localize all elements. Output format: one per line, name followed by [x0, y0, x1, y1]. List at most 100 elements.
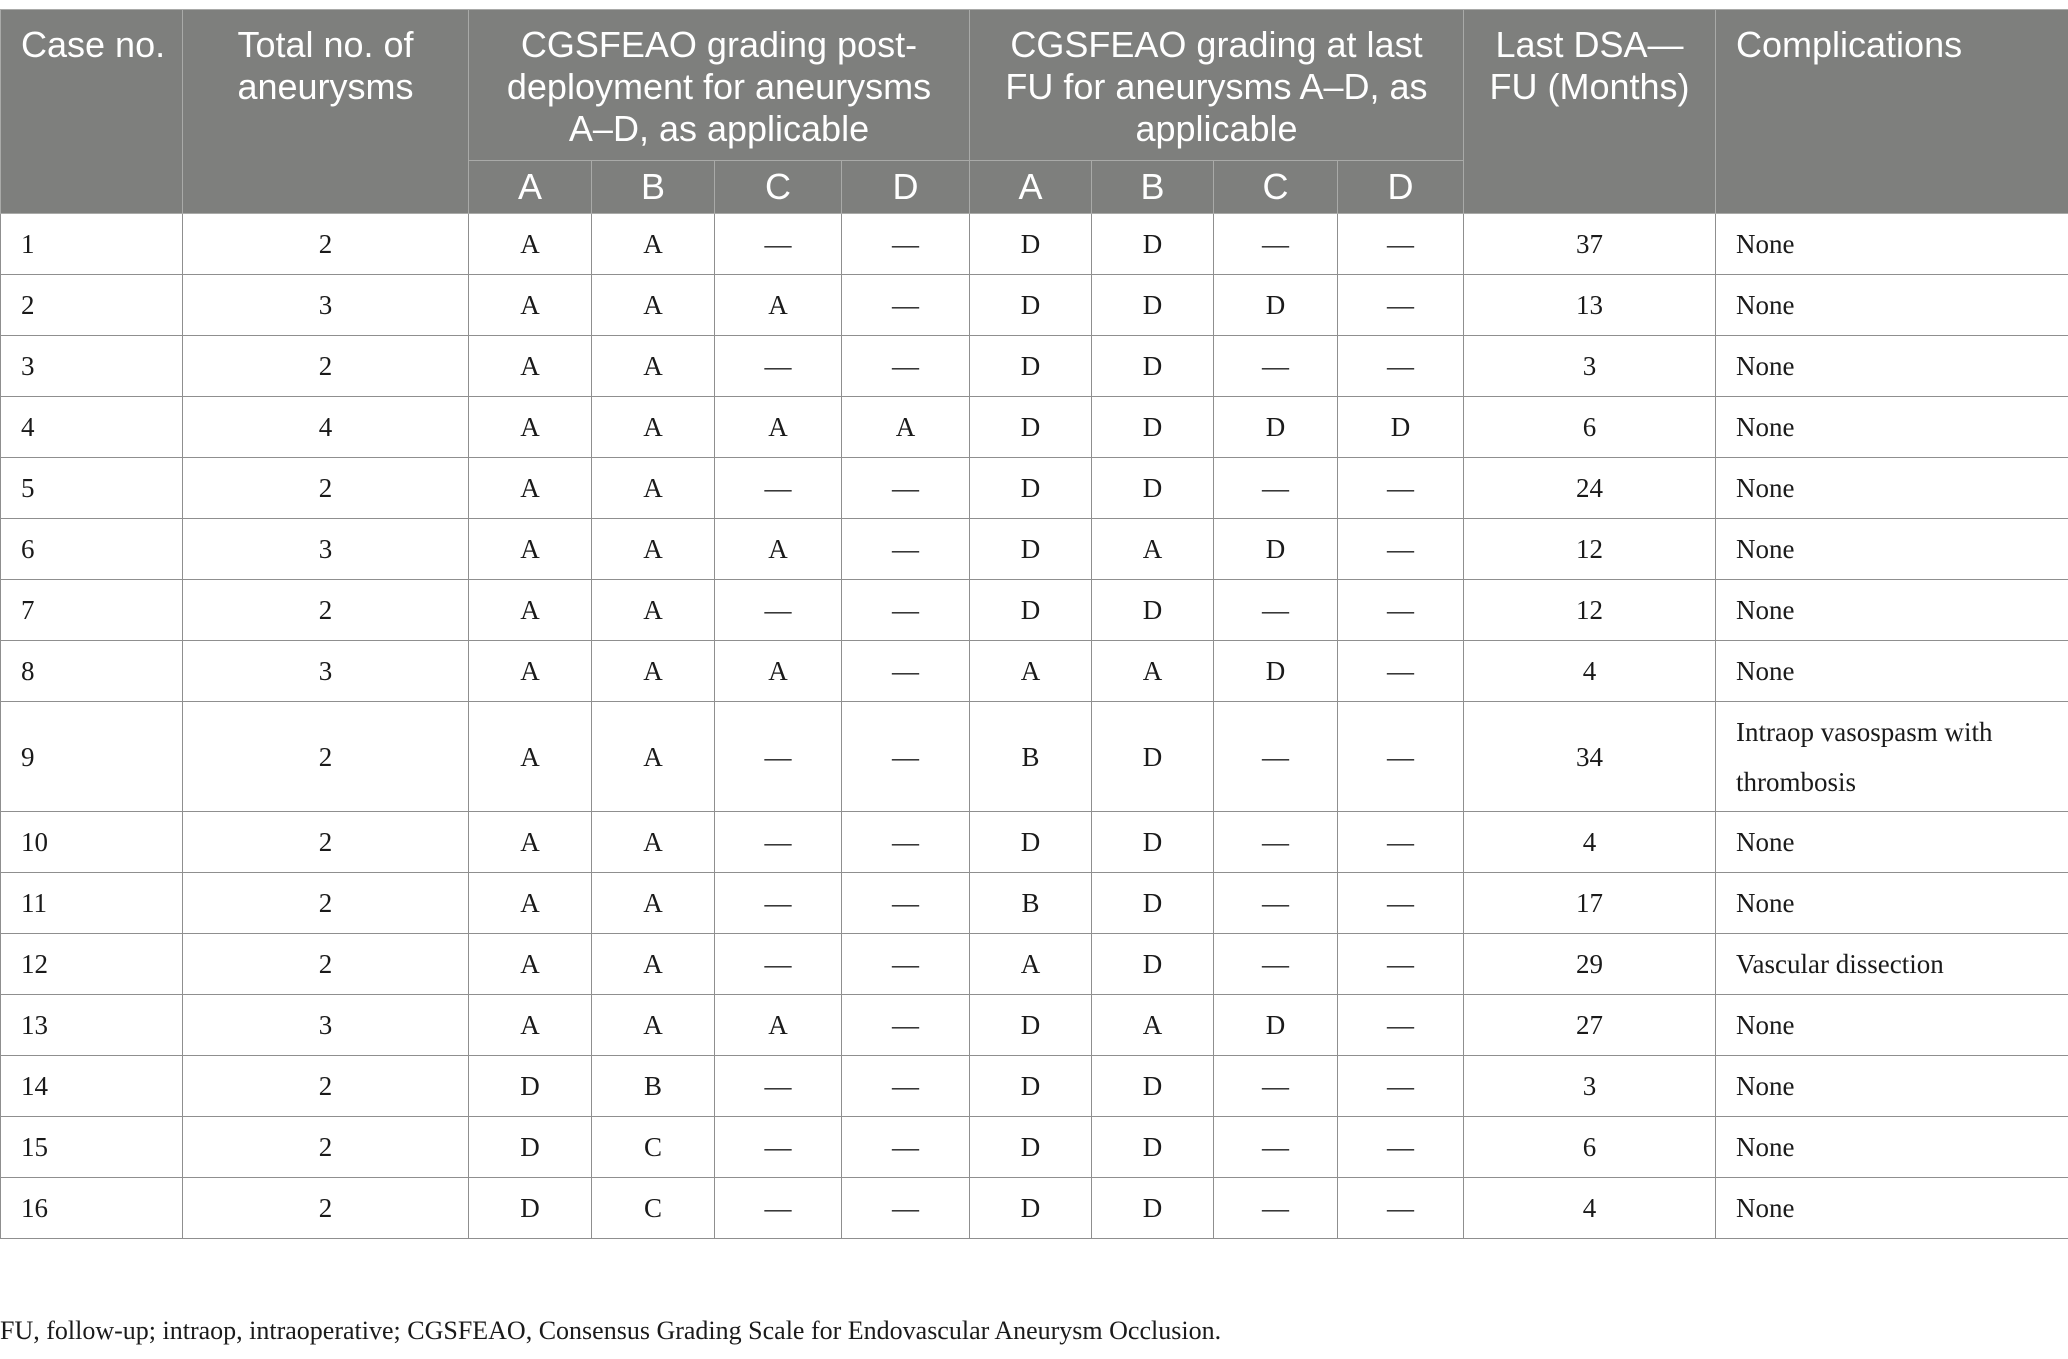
- cell-last-dsa-months: 6: [1463, 396, 1716, 458]
- cell-last-grade-b: D: [1091, 396, 1214, 458]
- cell-last-grade-d: —: [1337, 811, 1464, 873]
- cell-post-grade-a: A: [468, 396, 592, 458]
- cell-total-aneurysms: 2: [182, 701, 469, 812]
- cell-post-grade-c: —: [714, 213, 842, 275]
- cell-complications: None: [1715, 213, 2068, 275]
- table-row: 14 2 D B — — D D — —3 None: [0, 1055, 2068, 1117]
- cell-case-no: 12: [0, 933, 183, 995]
- cell-case-no: 5: [0, 457, 183, 519]
- cell-post-grade-c: A: [714, 518, 842, 580]
- cell-complications: None: [1715, 457, 2068, 519]
- cell-last-grade-d: —: [1337, 640, 1464, 702]
- cell-last-grade-b: D: [1091, 579, 1214, 641]
- cell-complications: None: [1715, 994, 2068, 1056]
- cell-last-grade-c: —: [1213, 872, 1338, 934]
- cell-last-dsa-months: 27: [1463, 994, 1716, 1056]
- table-row: 5 2 A A — — D D — —24 None: [0, 457, 2068, 519]
- cell-case-no: 4: [0, 396, 183, 458]
- cell-last-grade-d: D: [1337, 396, 1464, 458]
- cell-last-grade-c: —: [1213, 701, 1338, 812]
- table-row: 8 3 A A A — A A D —4 None: [0, 640, 2068, 702]
- cell-post-grade-a: A: [468, 335, 592, 397]
- cell-last-grade-d: —: [1337, 1116, 1464, 1178]
- cell-post-grade-a: A: [468, 933, 592, 995]
- cell-last-grade-d: —: [1337, 1177, 1464, 1239]
- header-complications: Complications: [1715, 9, 2068, 214]
- cell-complications: None: [1715, 1055, 2068, 1117]
- cell-last-dsa-months: 4: [1463, 811, 1716, 873]
- cell-total-aneurysms: 2: [182, 335, 469, 397]
- cell-post-grade-a: A: [468, 274, 592, 336]
- cell-last-grade-b: D: [1091, 1177, 1214, 1239]
- cell-post-grade-d: —: [841, 274, 970, 336]
- cell-post-grade-b: A: [591, 811, 715, 873]
- subheader-post-a: A: [468, 160, 592, 214]
- cell-post-grade-a: A: [468, 811, 592, 873]
- cell-last-grade-d: —: [1337, 579, 1464, 641]
- cell-last-grade-a: B: [969, 872, 1092, 934]
- cell-last-grade-a: D: [969, 994, 1092, 1056]
- cell-last-grade-b: D: [1091, 213, 1214, 275]
- table-row: 6 3 A A A — D A D —12 None: [0, 518, 2068, 580]
- cell-complications: None: [1715, 274, 2068, 336]
- cell-post-grade-a: A: [468, 518, 592, 580]
- header-row-sub: A B C D A B C D: [1, 160, 2068, 214]
- cell-last-grade-d: —: [1337, 335, 1464, 397]
- cell-last-grade-c: —: [1213, 579, 1338, 641]
- cell-post-grade-b: B: [591, 1055, 715, 1117]
- cell-last-grade-a: D: [969, 1116, 1092, 1178]
- cell-last-grade-a: A: [969, 933, 1092, 995]
- cell-total-aneurysms: 2: [182, 579, 469, 641]
- cell-last-grade-c: —: [1213, 933, 1338, 995]
- cell-last-dsa-months: 34: [1463, 701, 1716, 812]
- cell-last-grade-c: —: [1213, 335, 1338, 397]
- table-row: 3 2 A A — — D D — —3 None: [0, 335, 2068, 397]
- cell-last-grade-b: D: [1091, 811, 1214, 873]
- cell-case-no: 6: [0, 518, 183, 580]
- table-row: 4 4 A A A A D D D D 6 None: [0, 396, 2068, 458]
- cell-last-grade-d: —: [1337, 701, 1464, 812]
- cell-post-grade-d: —: [841, 933, 970, 995]
- cell-post-grade-c: —: [714, 1116, 842, 1178]
- cell-complications: None: [1715, 518, 2068, 580]
- cell-last-grade-a: D: [969, 518, 1092, 580]
- cell-last-dsa-months: 6: [1463, 1116, 1716, 1178]
- cell-last-grade-a: D: [969, 579, 1092, 641]
- cell-complications: None: [1715, 640, 2068, 702]
- cell-post-grade-b: A: [591, 701, 715, 812]
- cell-last-grade-c: —: [1213, 1055, 1338, 1117]
- cell-post-grade-a: A: [468, 213, 592, 275]
- cell-post-grade-c: —: [714, 579, 842, 641]
- cell-last-grade-b: D: [1091, 457, 1214, 519]
- cell-last-grade-d: —: [1337, 994, 1464, 1056]
- cell-last-grade-c: —: [1213, 1116, 1338, 1178]
- cell-complications: Vascular dissection: [1715, 933, 2068, 995]
- cell-last-grade-d: —: [1337, 518, 1464, 580]
- cell-last-grade-b: D: [1091, 933, 1214, 995]
- header-last-dsa-fu: Last DSA—FU (Months): [1463, 9, 1716, 214]
- cell-case-no: 7: [0, 579, 183, 641]
- cell-last-grade-d: —: [1337, 457, 1464, 519]
- cell-post-grade-d: —: [841, 872, 970, 934]
- cell-post-grade-c: —: [714, 933, 842, 995]
- cell-total-aneurysms: 4: [182, 396, 469, 458]
- cell-last-grade-a: D: [969, 1055, 1092, 1117]
- table-row: 10 2 A A — — D D — —4 None: [0, 811, 2068, 873]
- table-footnote: FU, follow-up; intraop, intraoperative; …: [0, 1316, 1222, 1345]
- cell-case-no: 1: [0, 213, 183, 275]
- cell-total-aneurysms: 2: [182, 1177, 469, 1239]
- cell-last-grade-c: —: [1213, 457, 1338, 519]
- cell-complications: None: [1715, 1177, 2068, 1239]
- cell-post-grade-d: —: [841, 579, 970, 641]
- cell-post-grade-c: A: [714, 274, 842, 336]
- cell-total-aneurysms: 3: [182, 640, 469, 702]
- cell-total-aneurysms: 2: [182, 457, 469, 519]
- cell-last-dsa-months: 12: [1463, 518, 1716, 580]
- cell-last-dsa-months: 4: [1463, 640, 1716, 702]
- cell-post-grade-d: —: [841, 1116, 970, 1178]
- cell-last-grade-b: D: [1091, 872, 1214, 934]
- cell-last-grade-d: —: [1337, 872, 1464, 934]
- cell-complications: None: [1715, 335, 2068, 397]
- table-row: 9 2 A A — — B D — —34 Intraop vasospasm with throm…: [0, 701, 2068, 812]
- cell-post-grade-d: —: [841, 701, 970, 812]
